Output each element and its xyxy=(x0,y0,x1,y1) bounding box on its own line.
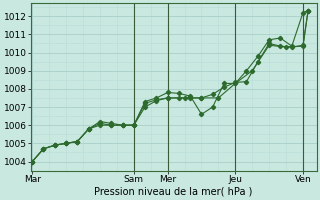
X-axis label: Pression niveau de la mer( hPa ): Pression niveau de la mer( hPa ) xyxy=(94,187,253,197)
